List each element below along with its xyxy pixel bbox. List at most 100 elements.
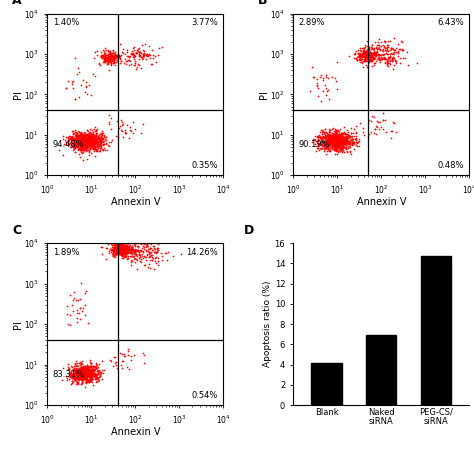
- Point: [122, 243, 129, 250]
- Bar: [366, 335, 396, 405]
- Point: [337, 138, 345, 145]
- Point: [127, 248, 134, 256]
- Point: [116, 241, 123, 248]
- Point: [81, 140, 88, 147]
- Point: [114, 243, 121, 250]
- Point: [65, 364, 73, 371]
- Point: [108, 61, 115, 68]
- Point: [81, 374, 89, 382]
- Point: [83, 139, 91, 146]
- Point: [349, 140, 357, 147]
- Point: [325, 146, 333, 153]
- Point: [128, 246, 135, 253]
- Point: [328, 135, 335, 142]
- Point: [83, 364, 91, 371]
- Point: [330, 135, 337, 142]
- Point: [97, 138, 104, 145]
- Point: [82, 369, 90, 376]
- Point: [142, 239, 150, 247]
- Point: [91, 375, 99, 382]
- Point: [77, 135, 85, 142]
- Point: [132, 246, 139, 253]
- Point: [117, 245, 125, 252]
- Point: [361, 56, 369, 63]
- Point: [341, 137, 348, 144]
- Point: [71, 288, 78, 296]
- Point: [387, 45, 395, 52]
- Point: [328, 136, 336, 143]
- Point: [79, 143, 87, 150]
- Point: [85, 365, 93, 372]
- Point: [125, 244, 132, 252]
- Point: [77, 360, 85, 367]
- Point: [145, 249, 152, 256]
- Point: [331, 134, 338, 141]
- Point: [93, 130, 100, 137]
- Point: [90, 137, 97, 144]
- Point: [68, 377, 75, 384]
- Point: [114, 250, 122, 257]
- Point: [321, 126, 328, 133]
- Point: [325, 137, 332, 144]
- Point: [115, 54, 123, 61]
- Point: [319, 134, 327, 141]
- Point: [85, 377, 92, 384]
- Point: [64, 360, 72, 368]
- Point: [147, 251, 155, 258]
- Point: [83, 371, 91, 378]
- Point: [326, 135, 333, 142]
- Point: [88, 366, 96, 373]
- Point: [83, 371, 91, 378]
- Point: [71, 360, 78, 367]
- Point: [70, 135, 78, 142]
- Point: [73, 369, 80, 376]
- Point: [331, 74, 339, 81]
- Point: [82, 369, 90, 377]
- Point: [73, 134, 81, 141]
- Point: [64, 77, 72, 84]
- Point: [92, 127, 100, 135]
- Point: [81, 133, 89, 140]
- Point: [89, 135, 97, 142]
- Point: [325, 139, 332, 146]
- Point: [74, 140, 82, 148]
- Point: [88, 135, 96, 142]
- Point: [137, 64, 145, 71]
- Point: [92, 137, 100, 144]
- Point: [135, 55, 143, 62]
- Point: [82, 132, 90, 140]
- Point: [338, 139, 346, 146]
- Point: [323, 143, 330, 150]
- Point: [337, 140, 345, 147]
- Point: [73, 141, 80, 149]
- Point: [113, 244, 120, 251]
- Point: [86, 133, 93, 140]
- Point: [95, 135, 102, 143]
- Point: [74, 141, 82, 149]
- Point: [348, 132, 356, 140]
- Point: [365, 50, 373, 58]
- Point: [339, 136, 347, 144]
- Point: [74, 370, 82, 377]
- Point: [82, 133, 90, 140]
- Point: [75, 369, 83, 376]
- Point: [127, 246, 135, 253]
- Point: [379, 125, 386, 132]
- Point: [99, 146, 107, 153]
- Point: [358, 55, 365, 63]
- Point: [77, 129, 84, 136]
- Point: [77, 374, 85, 381]
- Point: [98, 135, 106, 142]
- Point: [131, 52, 139, 59]
- Point: [76, 372, 84, 379]
- Point: [109, 47, 117, 54]
- Point: [82, 141, 90, 149]
- Point: [86, 139, 94, 146]
- Point: [77, 139, 84, 146]
- Point: [87, 369, 95, 376]
- Point: [121, 252, 129, 259]
- Point: [69, 147, 77, 154]
- Point: [153, 248, 161, 255]
- Point: [119, 246, 127, 253]
- Point: [64, 140, 72, 147]
